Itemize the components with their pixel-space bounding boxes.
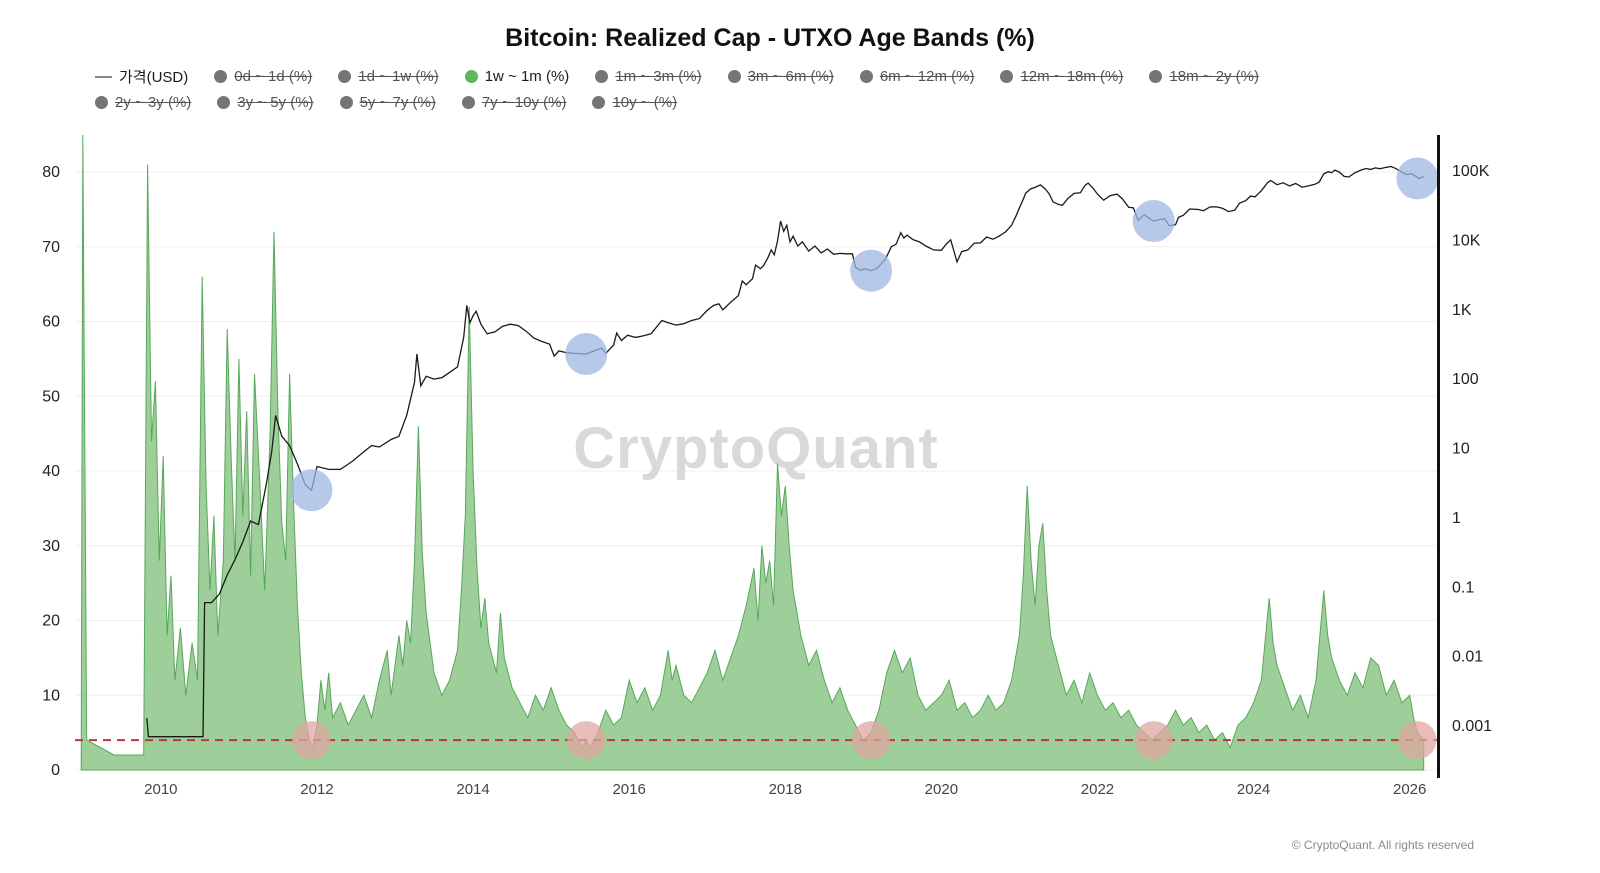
right-axis-tick-label: 0.001 <box>1452 718 1492 735</box>
legend-dot-icon <box>464 70 478 83</box>
legend-item-label: 0d ~ 1d (%) <box>234 68 313 85</box>
cycle-marker-blue <box>1132 200 1175 243</box>
legend-item-3y-5y[interactable]: 3y ~ 5y (%) <box>217 94 314 111</box>
legend-item-label: 7y ~ 10y (%) <box>481 94 567 111</box>
cycle-marker-blue <box>850 249 893 292</box>
legend-item-3m-6m[interactable]: 3m ~ 6m (%) <box>727 68 834 85</box>
right-axis-tick-label: 10 <box>1452 441 1470 458</box>
x-axis-tick-label: 2012 <box>300 781 333 798</box>
legend-item-label: 10y ~ (%) <box>612 94 678 111</box>
cycle-marker-red <box>852 721 891 760</box>
left-axis-tick-label: 70 <box>42 239 60 256</box>
cycle-marker-blue <box>1396 157 1439 200</box>
legend-item-2y-3y[interactable]: 2y ~ 3y (%) <box>95 94 191 111</box>
legend-dot-icon <box>338 70 352 83</box>
left-axis-tick-label: 40 <box>42 463 60 480</box>
legend-item-label: 1m ~ 3m (%) <box>615 68 702 85</box>
right-axis-tick-label: 100 <box>1452 371 1479 388</box>
x-axis-tick-label: 2018 <box>769 781 802 798</box>
legend-item-12m-18m[interactable]: 12m ~ 18m (%) <box>1000 68 1123 85</box>
legend-item-label: 3y ~ 5y (%) <box>237 94 314 111</box>
legend-item-1d-1w[interactable]: 1d ~ 1w (%) <box>338 68 439 85</box>
legend-dot-icon <box>339 96 353 109</box>
right-axis-line <box>1437 135 1440 778</box>
legend-item-label: 5y ~ 7y (%) <box>359 94 436 111</box>
legend-item-6m-12m[interactable]: 6m ~ 12m (%) <box>859 68 975 85</box>
legend-dot-icon <box>859 70 873 83</box>
right-axis-tick-label: 0.1 <box>1452 579 1474 596</box>
left-axis-tick-label: 0 <box>51 762 60 779</box>
legend-item-1m-3m[interactable]: 1m ~ 3m (%) <box>595 68 702 85</box>
legend-item-label: 12m ~ 18m (%) <box>1020 68 1124 85</box>
legend-dot-icon <box>461 96 475 109</box>
legend-dot-icon <box>727 70 741 83</box>
cycle-marker-blue <box>290 469 333 512</box>
legend-item-label: 6m ~ 12m (%) <box>879 68 975 85</box>
legend: 가격(USD) 0d ~ 1d (%) 1d ~ 1w (%) 1w ~ 1m (%)… <box>95 66 1259 111</box>
legend-item-5y-7y[interactable]: 5y ~ 7y (%) <box>339 94 436 111</box>
cycle-marker-red <box>1134 721 1173 760</box>
left-axis-tick-label: 60 <box>42 314 60 331</box>
left-axis-tick-label: 50 <box>42 388 60 405</box>
legend-dot-icon <box>1149 70 1163 83</box>
x-axis-tick-label: 2014 <box>456 781 489 798</box>
legend-row-1: 가격(USD) 0d ~ 1d (%) 1d ~ 1w (%) 1w ~ 1m (%)… <box>95 66 1259 87</box>
left-axis-tick-label: 30 <box>42 538 60 555</box>
right-axis-tick-label: 1 <box>1452 510 1461 527</box>
x-axis-tick-label: 2020 <box>925 781 958 798</box>
left-axis-tick-label: 10 <box>42 687 60 704</box>
cycle-marker-blue <box>565 333 608 376</box>
legend-dot-icon <box>592 96 606 109</box>
utxo-band-area <box>80 134 1425 771</box>
x-axis-tick-label: 2010 <box>144 781 177 798</box>
left-axis-tick-label: 20 <box>42 613 60 630</box>
legend-dot-icon <box>595 70 609 83</box>
legend-item-label: 18m ~ 2y (%) <box>1169 68 1260 85</box>
legend-item-10y[interactable]: 10y ~ (%) <box>592 94 677 111</box>
legend-item-label: 2y ~ 3y (%) <box>115 94 192 111</box>
legend-line-icon <box>95 75 112 78</box>
legend-dot-icon <box>95 96 108 109</box>
x-axis-tick-label: 2016 <box>612 781 645 798</box>
watermark: CryptoQuant <box>573 416 938 481</box>
left-axis-tick-label: 80 <box>42 164 60 181</box>
x-axis-tick-label: 2026 <box>1393 781 1426 798</box>
legend-dot-icon <box>1000 70 1014 83</box>
legend-row-2: 2y ~ 3y (%) 3y ~ 5y (%) 5y ~ 7y (%) 7y ~ 10… <box>95 94 1259 111</box>
legend-item-18m-2y[interactable]: 18m ~ 2y (%) <box>1149 68 1259 85</box>
legend-item-0d-1d[interactable]: 0d ~ 1d (%) <box>214 68 312 85</box>
legend-item-label: 3m ~ 6m (%) <box>747 68 834 85</box>
cycle-marker-red <box>567 721 606 760</box>
chart-title: Bitcoin: Realized Cap - UTXO Age Bands (… <box>505 24 1035 52</box>
right-axis-tick-label: 0.01 <box>1452 649 1483 666</box>
legend-dot-icon <box>217 96 231 109</box>
legend-dot-icon <box>214 70 228 83</box>
legend-item-label: 1w ~ 1m (%) <box>484 68 570 85</box>
legend-item-label: 1d ~ 1w (%) <box>358 68 439 85</box>
legend-item-label: 가격(USD) <box>119 69 189 86</box>
copyright-notice: © CryptoQuant. All rights reserved <box>1291 838 1474 852</box>
legend-item-usd[interactable]: 가격(USD) <box>95 66 188 87</box>
x-axis-tick-label: 2024 <box>1237 781 1270 798</box>
right-axis-tick-label: 100K <box>1452 163 1490 180</box>
cycle-marker-red <box>1398 721 1437 760</box>
right-axis-tick-label: 10K <box>1452 232 1481 249</box>
legend-item-1w-1m[interactable]: 1w ~ 1m (%) <box>464 68 570 85</box>
x-axis-tick-label: 2022 <box>1081 781 1114 798</box>
right-axis-tick-label: 1K <box>1452 302 1472 319</box>
legend-item-7y-10y[interactable]: 7y ~ 10y (%) <box>461 94 567 111</box>
cycle-marker-red <box>292 721 331 760</box>
